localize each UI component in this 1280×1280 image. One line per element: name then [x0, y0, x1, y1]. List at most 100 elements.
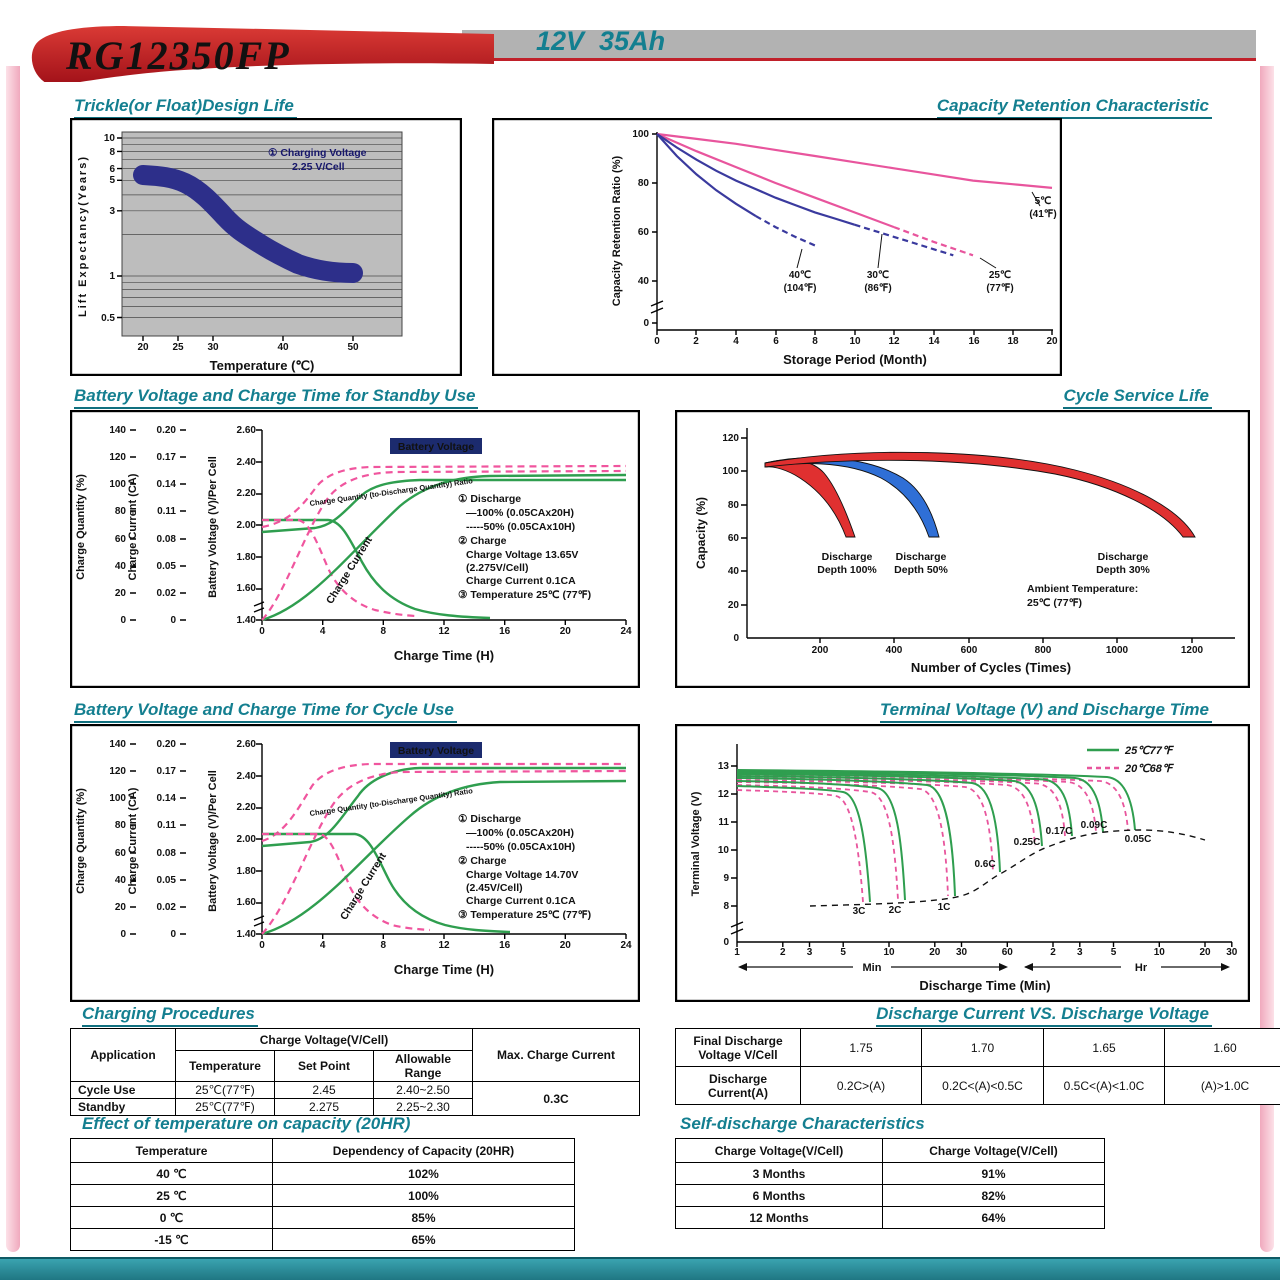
svg-text:13: 13	[718, 761, 730, 772]
svg-text:0.6C: 0.6C	[974, 859, 995, 870]
svg-text:1.40: 1.40	[237, 929, 257, 940]
svg-text:-----50% (0.05CAx10H): -----50% (0.05CAx10H)	[466, 841, 575, 853]
unit-arrows	[738, 963, 1230, 971]
svg-text:0.08: 0.08	[157, 848, 177, 859]
axis-break	[730, 921, 744, 935]
svg-text:20: 20	[560, 940, 572, 951]
svg-text:—100% (0.05CAx20H): —100% (0.05CAx20H)	[466, 827, 574, 839]
terminal-legend: 25℃77℉ 20℃68℉	[1087, 745, 1175, 775]
quantity-tick-labels: 140 120 100 80 60 40 20 0	[109, 739, 126, 940]
y-tick-labels: 100 80 60 40 0	[632, 129, 649, 329]
retention-title: Capacity Retention Characteristic	[936, 96, 1212, 119]
svg-text:16: 16	[499, 626, 511, 637]
col-allowable-range: Allowable Range	[373, 1050, 473, 1082]
svg-text:24: 24	[620, 940, 632, 951]
x-axis-title: Number of Cycles (Times)	[911, 660, 1071, 675]
svg-text:② Charge: ② Charge	[458, 855, 507, 867]
svg-text:(2.45V/Cell): (2.45V/Cell)	[466, 882, 523, 894]
svg-text:40℃: 40℃	[789, 270, 811, 281]
svg-text:12: 12	[888, 336, 900, 347]
svg-text:16: 16	[499, 940, 511, 951]
table-cell: 0.2C<(A)<0.5C	[921, 1066, 1044, 1105]
svg-text:Charge Current 0.1CA: Charge Current 0.1CA	[466, 575, 576, 587]
unit-min-label: Min	[863, 962, 882, 974]
terminal-title-wrap: Terminal Voltage (V) and Discharge Time	[675, 700, 1212, 723]
y-tick-labels: 13 12 11 10 9 8 0	[718, 761, 730, 948]
table-cell: -15 ℃	[70, 1228, 273, 1251]
x-axis-title: Charge Time (H)	[394, 962, 494, 977]
row-label: Final Discharge Voltage V/Cell	[675, 1028, 801, 1067]
svg-text:0: 0	[654, 336, 660, 347]
svg-text:-----50% (0.05CAx10H): -----50% (0.05CAx10H)	[466, 521, 575, 533]
svg-text:Charge Voltage 13.65V: Charge Voltage 13.65V	[466, 549, 578, 561]
svg-text:4: 4	[733, 336, 739, 347]
svg-text:100: 100	[109, 479, 126, 490]
svg-text:0: 0	[170, 615, 176, 626]
svg-text:25℃77℉: 25℃77℉	[1124, 745, 1175, 757]
svg-text:6: 6	[773, 336, 779, 347]
charging-procedures-title: Charging Procedures	[82, 1004, 258, 1027]
retention-title-wrap: Capacity Retention Characteristic	[492, 96, 1212, 119]
svg-text:③ Temperature 25℃ (77℉): ③ Temperature 25℃ (77℉)	[458, 589, 591, 601]
svg-text:0.11: 0.11	[157, 820, 176, 831]
temp-capacity-title-wrap: Effect of temperature on capacity (20HR)	[82, 1114, 413, 1135]
self-discharge-title-wrap: Self-discharge Characteristics	[680, 1114, 928, 1135]
footer-bar	[0, 1257, 1280, 1280]
battery-voltage-label-box	[390, 742, 482, 758]
svg-text:50: 50	[347, 342, 359, 353]
voltage-tick-labels: 2.60 2.40 2.20 2.00 1.80 1.60 1.40	[237, 425, 257, 626]
svg-text:10: 10	[883, 947, 895, 958]
col-charge-voltage-2: Charge Voltage(V/Cell)	[882, 1138, 1105, 1163]
axis-break	[253, 601, 265, 613]
svg-text:(86℉): (86℉)	[864, 283, 891, 294]
svg-text:0: 0	[170, 929, 176, 940]
unit-hr-label: Hr	[1135, 962, 1148, 974]
svg-text:5: 5	[840, 947, 846, 958]
svg-text:120: 120	[109, 766, 126, 777]
svg-text:800: 800	[1035, 645, 1052, 656]
retention-series	[656, 132, 1053, 257]
table-cell: 6 Months	[675, 1184, 883, 1207]
trickle-title: Trickle(or Float)Design Life	[74, 96, 297, 119]
svg-text:0.20: 0.20	[157, 739, 177, 750]
svg-text:0: 0	[733, 633, 739, 644]
svg-text:80: 80	[115, 820, 127, 831]
quantity-axis-title: Charge Quantity (%)	[75, 788, 87, 894]
trickle-chart: ① Charging Voltage 2.25 V/Cell 10 8 65 3 1 0.…	[70, 118, 462, 376]
cycle-life-regions	[764, 451, 1196, 538]
svg-text:25℃ (77℉): 25℃ (77℉)	[1027, 597, 1082, 609]
col-temperature: Temperature	[70, 1138, 273, 1163]
col-set-point: Set Point	[274, 1050, 374, 1082]
svg-text:10: 10	[718, 845, 730, 856]
current-axis-title: Charge Current (CA)	[127, 473, 139, 580]
svg-text:30: 30	[956, 947, 968, 958]
svg-text:80: 80	[115, 506, 127, 517]
table-cell: 0.2C>(A)	[800, 1066, 922, 1105]
header-red-line	[462, 58, 1256, 61]
depth-100-region	[764, 459, 856, 538]
svg-text:0.02: 0.02	[157, 902, 177, 913]
svg-text:6: 6	[109, 164, 115, 175]
svg-text:20: 20	[1046, 336, 1058, 347]
svg-text:(41℉): (41℉)	[1029, 209, 1056, 220]
svg-text:60: 60	[115, 848, 127, 859]
svg-text:20: 20	[929, 947, 941, 958]
svg-text:2.00: 2.00	[237, 520, 257, 531]
quantity-tick-labels: 140 120 100 80 60 40 20 0	[109, 425, 126, 626]
svg-text:Discharge: Discharge	[822, 551, 873, 563]
svg-text:0.14: 0.14	[157, 793, 177, 804]
retention-chart: 40℃ (104℉) 30℃ (86℉) 25℃ (77℉) 5℃ (41℉) …	[492, 118, 1062, 376]
svg-text:(2.275V/Cell): (2.275V/Cell)	[466, 562, 528, 574]
table-cell: 25 ℃	[70, 1184, 273, 1207]
design-life-band	[133, 165, 363, 283]
table-cell: 65%	[272, 1228, 575, 1251]
battery-voltage-label: Battery Voltage	[398, 745, 474, 757]
x-tick-labels: 200 400 600 800 1000 1200	[812, 645, 1204, 656]
table-cell: 100%	[272, 1184, 575, 1207]
svg-text:20: 20	[115, 902, 127, 913]
svg-text:60: 60	[638, 227, 650, 238]
svg-text:5: 5	[109, 175, 115, 186]
battery-voltage-label-box	[390, 438, 482, 454]
voltage-axis-title: Battery Voltage (V)/Per Cell	[207, 456, 219, 598]
svg-text:Discharge: Discharge	[1098, 551, 1149, 563]
